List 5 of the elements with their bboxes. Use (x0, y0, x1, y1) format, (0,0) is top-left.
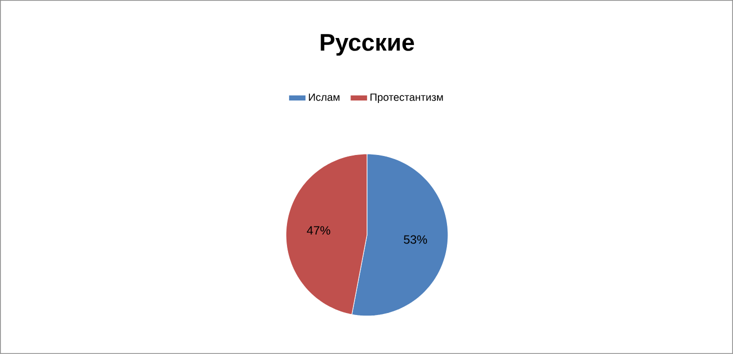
legend-label: Протестантизм (370, 94, 443, 104)
chart-title: Русские (320, 34, 414, 56)
data-label: 47% (306, 226, 330, 235)
data-label: 53% (404, 235, 427, 244)
legend-label: Ислам (308, 94, 340, 101)
